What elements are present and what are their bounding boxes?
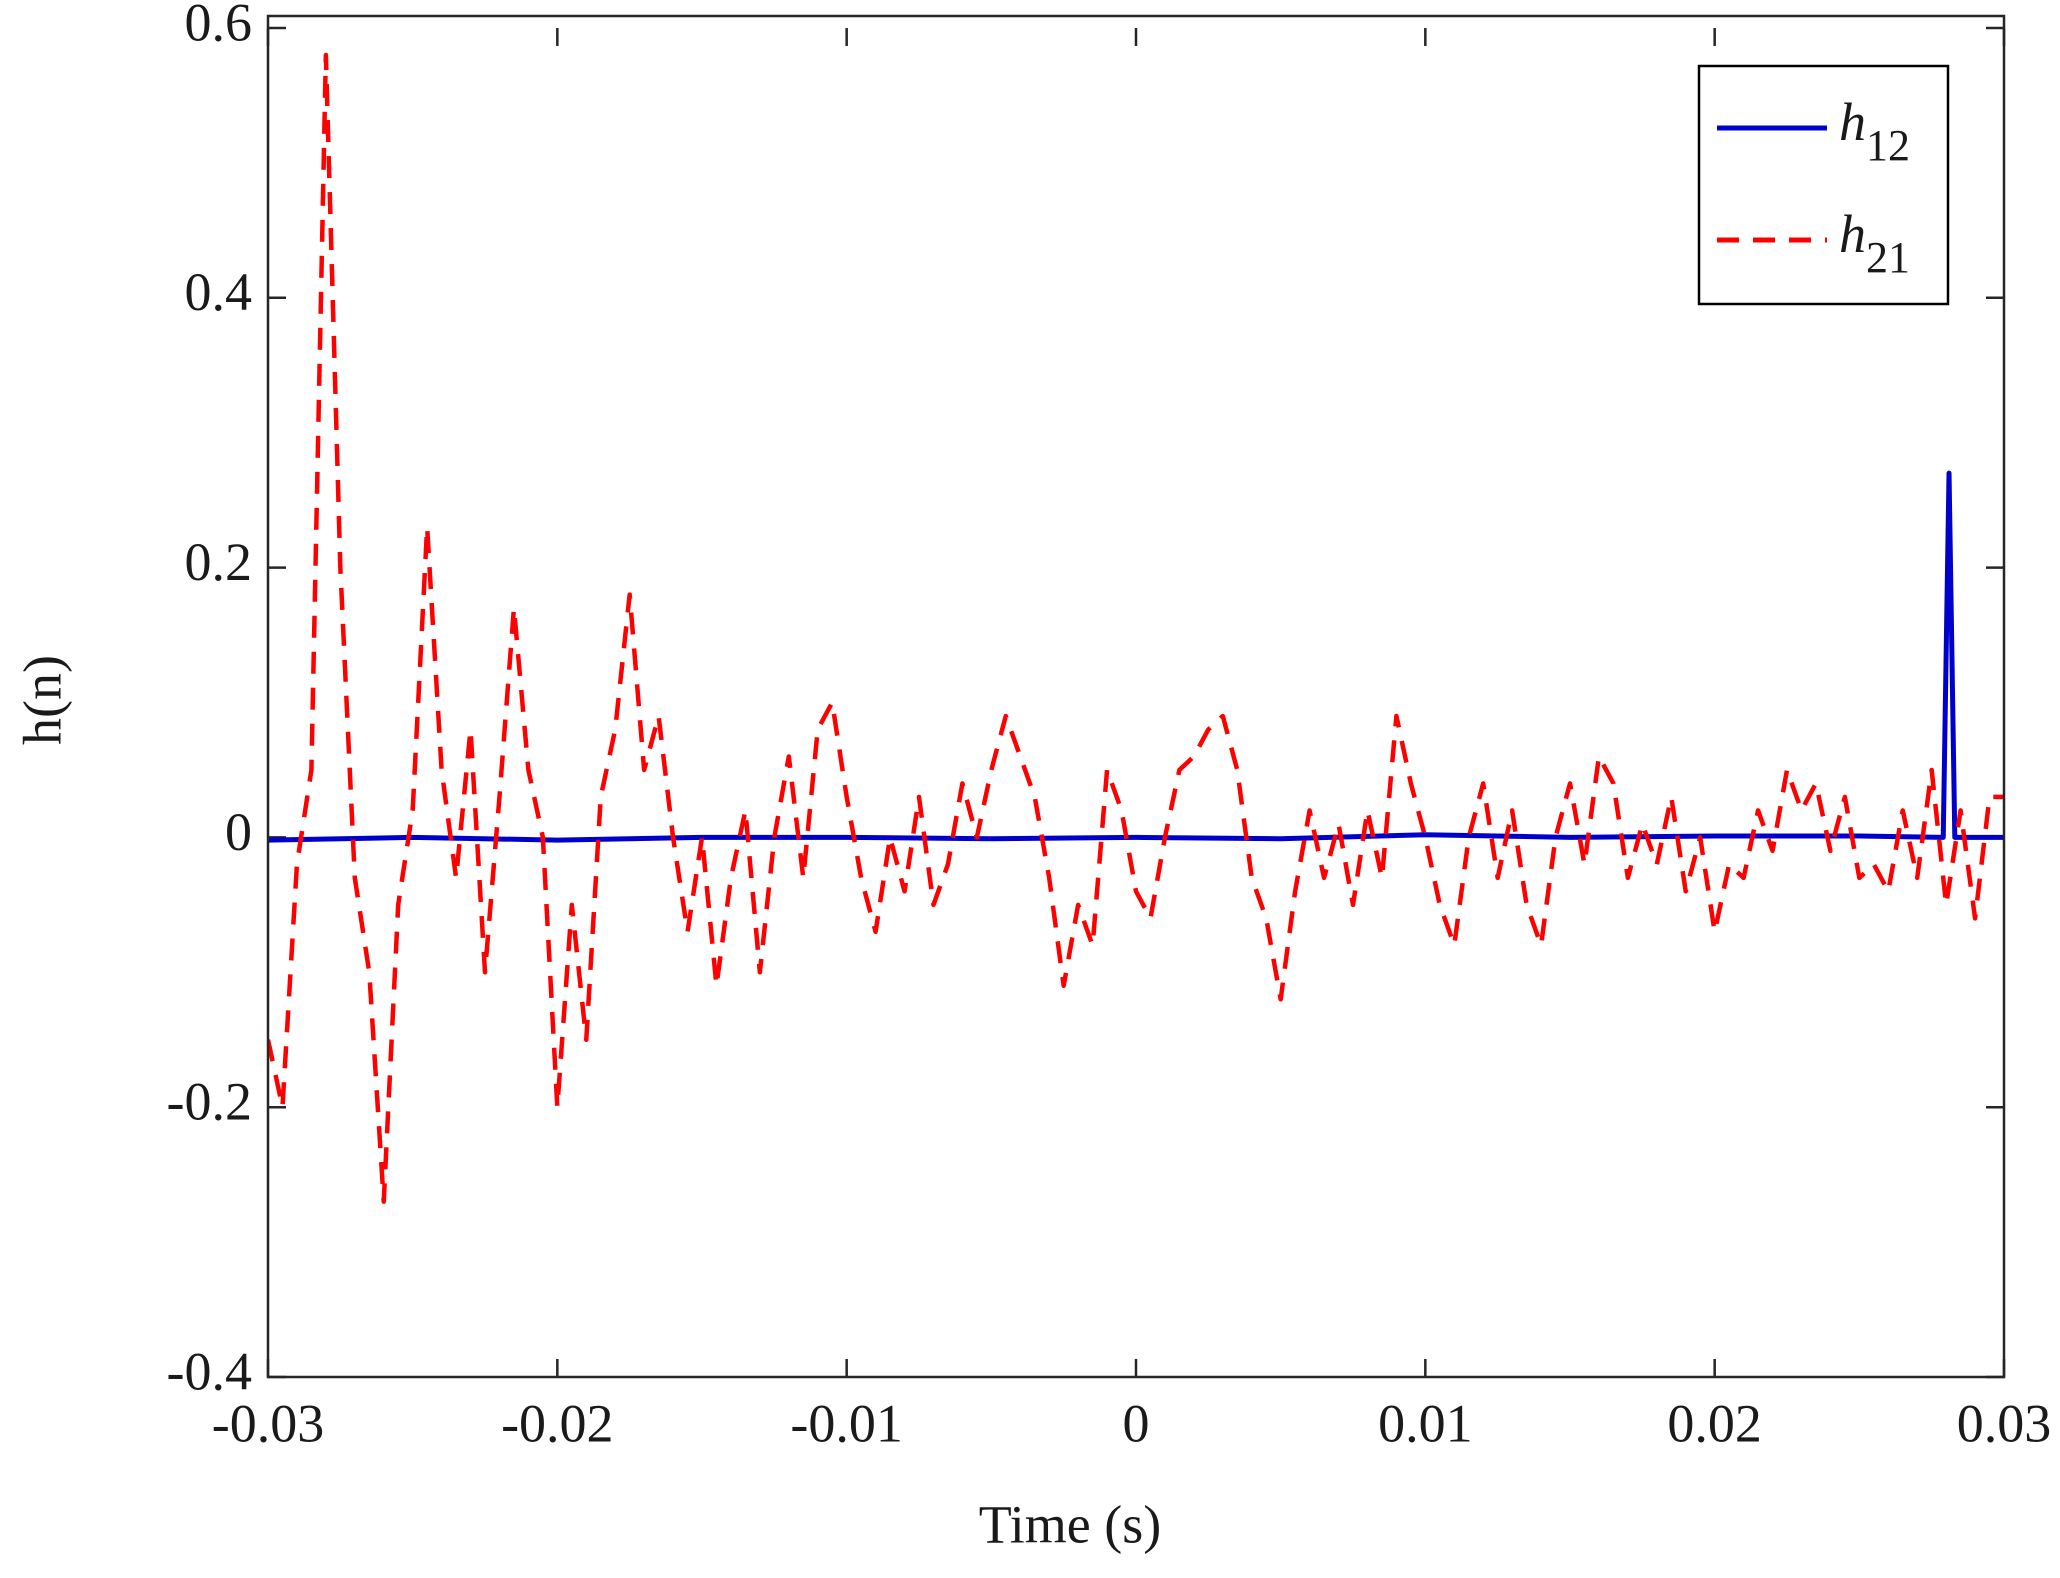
x-tick-label: 0.03: [1957, 1393, 2052, 1453]
x-tick-label: -0.03: [212, 1393, 324, 1453]
x-tick-label: -0.01: [790, 1393, 902, 1453]
y-tick-label: 0: [225, 802, 252, 862]
legend-box: [1697, 64, 1950, 306]
y-tick-label: -0.4: [167, 1341, 252, 1401]
y-tick-label: -0.2: [167, 1072, 252, 1132]
x-axis-label: Time (s): [979, 1494, 1162, 1554]
x-tick-label: 0: [1123, 1393, 1150, 1453]
y-axis-label: h(n): [12, 655, 72, 745]
plot-area: [268, 52, 2004, 1204]
y-tick-label: 0.6: [185, 0, 253, 52]
y-tick-label: 0.4: [185, 262, 253, 322]
legend-label: h12: [1839, 92, 1910, 170]
y-tick-label: 0.2: [185, 532, 253, 592]
axes-box: [266, 14, 2006, 1379]
x-tick-label: 0.01: [1378, 1393, 1473, 1453]
series-line: [268, 52, 2004, 1204]
legend-label: h21: [1839, 204, 1910, 282]
series-line: [268, 470, 2004, 843]
x-tick-label: -0.02: [501, 1393, 613, 1453]
x-tick-label: 0.02: [1667, 1393, 1762, 1453]
